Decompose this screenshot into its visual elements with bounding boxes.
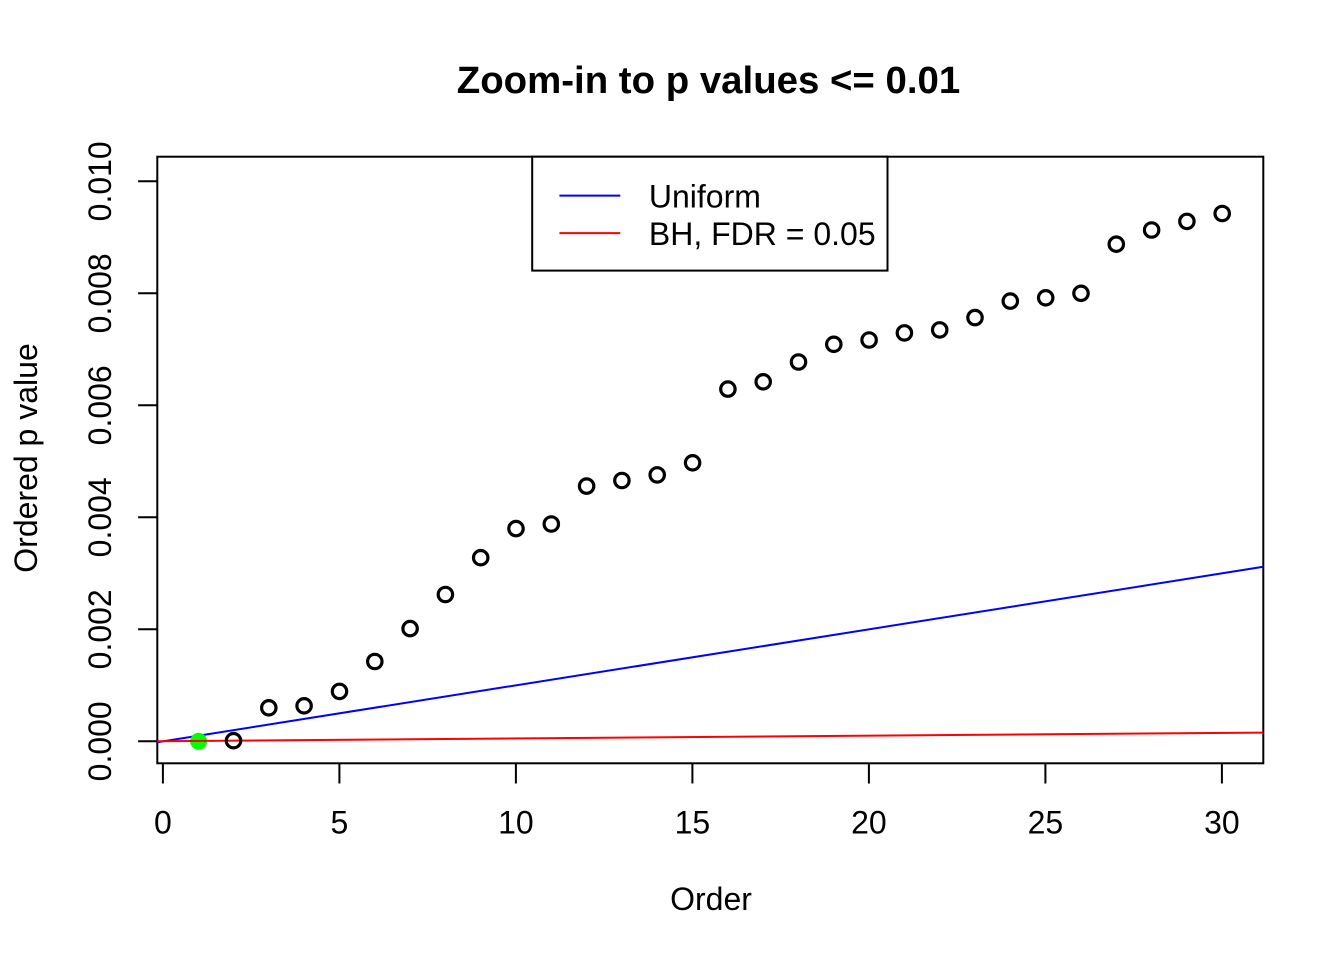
svg-text:Order: Order [670, 881, 752, 917]
svg-text:BH, FDR = 0.05: BH, FDR = 0.05 [649, 216, 876, 252]
svg-text:10: 10 [498, 805, 534, 841]
svg-text:25: 25 [1028, 805, 1064, 841]
svg-text:0: 0 [154, 805, 172, 841]
svg-text:0.010: 0.010 [82, 141, 118, 221]
svg-text:30: 30 [1204, 805, 1240, 841]
svg-text:15: 15 [675, 805, 711, 841]
svg-text:0.008: 0.008 [82, 253, 118, 333]
svg-text:0.002: 0.002 [82, 589, 118, 669]
svg-text:5: 5 [331, 805, 349, 841]
svg-text:0.004: 0.004 [82, 477, 118, 557]
svg-text:Ordered p value: Ordered p value [8, 343, 44, 572]
svg-text:20: 20 [851, 805, 887, 841]
svg-text:0.000: 0.000 [82, 701, 118, 781]
svg-text:Zoom-in to p values <= 0.01: Zoom-in to p values <= 0.01 [457, 59, 960, 102]
svg-text:0.006: 0.006 [82, 365, 118, 445]
svg-text:Uniform: Uniform [649, 179, 761, 215]
